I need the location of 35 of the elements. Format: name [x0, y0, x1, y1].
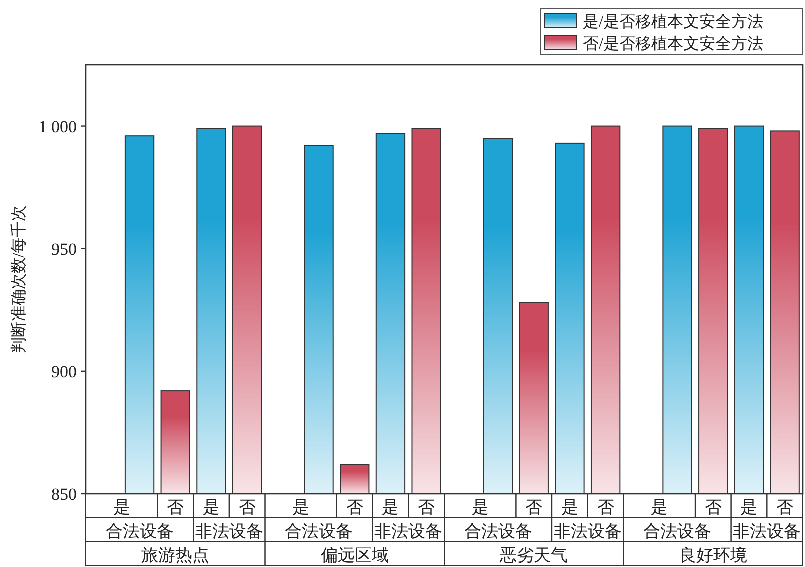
y-tick-label: 950 [52, 240, 77, 259]
x-tick-label: 是 [292, 498, 310, 517]
x-tick-label: 是 [651, 498, 668, 517]
x-tick-label: 否 [346, 498, 364, 517]
y-tick-label: 850 [52, 485, 77, 504]
text: 合法设备 [285, 522, 354, 541]
x-tick-label: 否 [167, 498, 184, 517]
text: 合法设备 [464, 522, 532, 541]
text: 偏远区域 [320, 546, 389, 565]
text: 合法设备 [106, 522, 174, 541]
text: 非法设备 [733, 522, 802, 541]
x-tick-label: 是 [202, 498, 220, 517]
x-tick-label: 否 [776, 498, 794, 517]
y-axis-title: 判断准确次数/每千次 [10, 205, 28, 354]
text: 非法设备 [374, 522, 443, 541]
x-tick-label: 是 [740, 498, 758, 517]
text: 非法设备 [554, 522, 622, 541]
x-tick-label: 否 [704, 498, 722, 517]
legend-label: 否/是否移植本文安全方法 [583, 35, 764, 53]
legend-label: 是/是否移植本文安全方法 [583, 13, 764, 31]
x-tick-label: 否 [526, 498, 543, 517]
text: 非法设备 [195, 522, 264, 541]
x-tick-label: 否 [418, 498, 436, 517]
x-tick-label: 是 [382, 498, 400, 517]
x-tick-label: 否 [238, 498, 256, 517]
y-tick-label: 1 000 [38, 117, 77, 136]
text: 合法设备 [644, 522, 712, 541]
x-tick-label: 否 [597, 498, 614, 517]
text: 旅游热点 [142, 546, 210, 565]
x-tick-label: 是 [472, 498, 489, 517]
text: 良好环境 [679, 546, 748, 565]
y-tick-label: 900 [52, 362, 77, 382]
x-tick-label: 是 [561, 498, 578, 517]
text: 恶劣天气 [500, 546, 568, 565]
x-tick-label: 是 [113, 498, 130, 517]
